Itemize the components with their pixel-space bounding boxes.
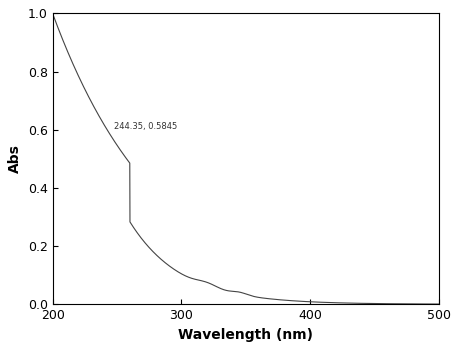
X-axis label: Wavelength (nm): Wavelength (nm) [178, 328, 313, 342]
Y-axis label: Abs: Abs [8, 144, 22, 173]
Text: 244.35, 0.5845: 244.35, 0.5845 [114, 122, 177, 131]
